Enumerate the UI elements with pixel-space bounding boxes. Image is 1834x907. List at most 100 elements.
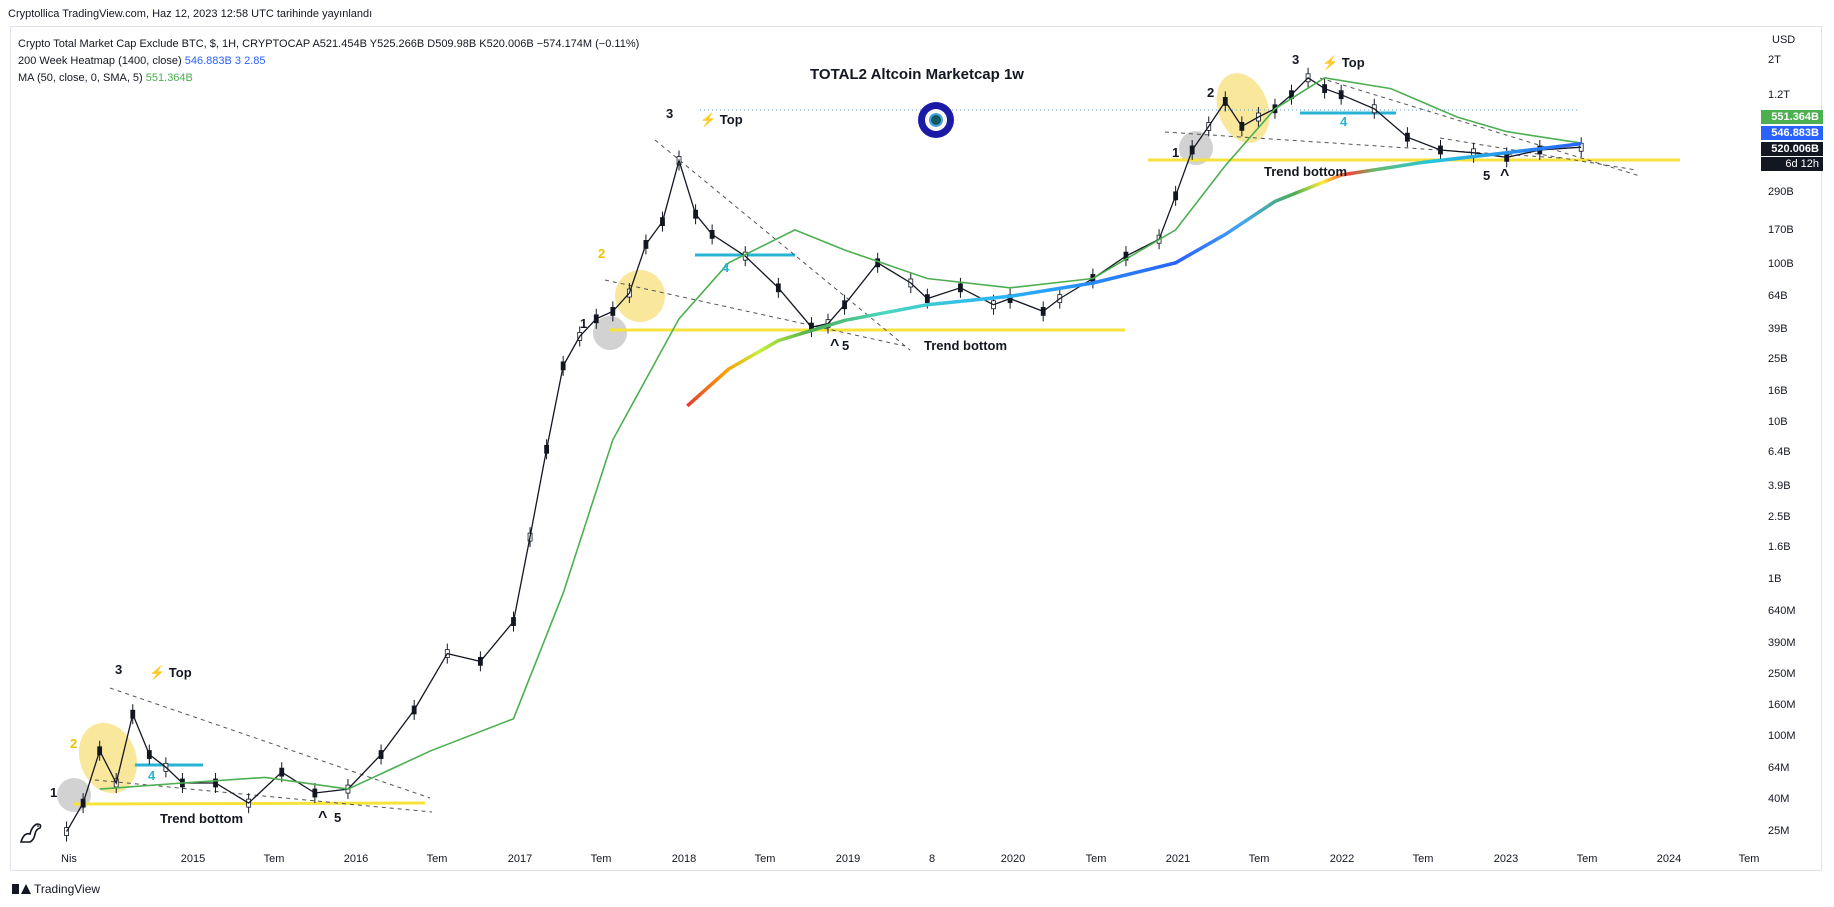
trendline-dashed [604, 279, 906, 347]
y-tick-label: 160M [1768, 699, 1796, 711]
legend-ma[interactable]: MA (50, close, 0, SMA, 5) 551.364B [18, 70, 639, 87]
x-tick-label: 2021 [1166, 853, 1190, 865]
wave2-highlight [615, 270, 665, 322]
wave4-label: 4 [722, 260, 730, 275]
price-series-line [66, 76, 1582, 832]
legend-main-series[interactable]: Crypto Total Market Cap Exclude BTC, $, … [18, 38, 640, 50]
caret-marker: ^ [830, 337, 839, 354]
y-tick-label: 290B [1768, 186, 1794, 198]
wave2-label: 2 [70, 736, 77, 751]
wave3-label: 3 [115, 662, 122, 677]
y-tick-label: 250M [1768, 668, 1796, 680]
top-label: ⚡ Top [1322, 55, 1365, 71]
chart-frame [10, 26, 1822, 871]
legend-heatmap-extra: 3 2.85 [234, 55, 266, 67]
x-tick-label: Tem [1577, 853, 1598, 865]
y-tick-label: 100M [1768, 730, 1796, 742]
legend-heatmap[interactable]: 200 Week Heatmap (1400, close) 546.883B … [18, 53, 639, 70]
x-tick-label: 2022 [1330, 853, 1354, 865]
legend-heatmap-label: 200 Week Heatmap (1400, close) [18, 55, 182, 67]
wave1-label: 1 [1172, 145, 1179, 160]
x-tick-label: 2023 [1494, 853, 1518, 865]
y-tick-label: 2.5B [1768, 511, 1791, 523]
legend-ma-label: MA (50, close, 0, SMA, 5) [18, 72, 143, 84]
wave5-label: 5 [1483, 168, 1490, 183]
top-label: ⚡ Top [700, 112, 743, 128]
dinosaur-icon [19, 823, 42, 843]
trend-bottom-label: Trend bottom [160, 811, 243, 826]
wave2-label: 2 [598, 246, 605, 261]
y-tick-label: 640M [1768, 605, 1796, 617]
footer-brand[interactable]: TradingView [34, 882, 101, 896]
y-tick-label: 170B [1768, 224, 1794, 236]
bar-countdown-badge: 6d 12h [1761, 157, 1823, 171]
wave3-label: 3 [1292, 52, 1299, 67]
chart-title: TOTAL2 Altcoin Marketcap 1w [810, 66, 1024, 83]
x-tick-label: Tem [427, 853, 448, 865]
y-tick-label: 1.6B [1768, 541, 1791, 553]
current-price-badge: 520.006B [1761, 142, 1823, 156]
y-tick-label: 10B [1768, 416, 1788, 428]
x-tick-label: Tem [591, 853, 612, 865]
y-tick-label: 1B [1768, 573, 1781, 585]
y-tick-label: 64M [1768, 762, 1789, 774]
x-tick-label: 2020 [1001, 853, 1025, 865]
wave5-label: 5 [842, 338, 849, 353]
chart-legend: Crypto Total Market Cap Exclude BTC, $, … [18, 36, 639, 87]
wave1-marker [593, 316, 627, 350]
trend-bottom-label: Trend bottom [924, 338, 1007, 353]
heatmap-price-badge: 546.883B [1761, 126, 1823, 140]
heatmap-series-line [686, 141, 1582, 408]
wave3-label: 3 [666, 106, 673, 121]
x-tick-label: Tem [1739, 853, 1760, 865]
x-tick-label: Nis [61, 853, 77, 865]
trend-bottom-label: Trend bottom [1264, 164, 1347, 179]
x-tick-label: 2024 [1657, 853, 1681, 865]
y-tick-label: 1.2T [1768, 89, 1790, 101]
x-tick-label: 2019 [836, 853, 860, 865]
caret-marker: ^ [1500, 167, 1509, 184]
legend-ma-value: 551.364B [145, 72, 193, 84]
x-tick-label: Tem [755, 853, 776, 865]
wave2-highlight [78, 722, 138, 794]
y-tick-label: 25B [1768, 353, 1788, 365]
x-tick-label: Tem [1413, 853, 1434, 865]
wave2-highlight [1216, 73, 1270, 143]
x-tick-label: 2015 [181, 853, 205, 865]
y-tick-label: 6.4B [1768, 446, 1791, 458]
legend-heatmap-value: 546.883B [184, 55, 232, 67]
y-tick-label: 2T [1768, 54, 1781, 66]
wave1-label: 1 [580, 316, 587, 331]
y-tick-label: 100B [1768, 258, 1794, 270]
x-tick-label: 8 [929, 853, 935, 865]
y-tick-label: 25M [1768, 825, 1789, 837]
caret-marker: ^ [318, 809, 327, 826]
wave1-marker [1179, 131, 1213, 165]
ma-series-line [99, 76, 1582, 790]
top-label: ⚡ Top [149, 665, 192, 681]
y-tick-label: 390M [1768, 637, 1796, 649]
trendline-dashed [654, 139, 911, 351]
y-tick-label: 40M [1768, 793, 1789, 805]
x-tick-label: 2018 [672, 853, 696, 865]
publish-info: Cryptollica TradingView.com, Haz 12, 202… [8, 8, 373, 20]
y-tick-label: 16B [1768, 385, 1788, 397]
trendline-dashed [109, 687, 431, 799]
trendline-dashed [94, 779, 433, 813]
y-tick-label: 64B [1768, 290, 1788, 302]
x-tick-label: 2016 [344, 853, 368, 865]
tradingview-logo-icon [12, 884, 31, 894]
wave4-label: 4 [148, 768, 156, 783]
x-tick-label: 2017 [508, 853, 532, 865]
x-tick-label: Tem [1086, 853, 1107, 865]
evil-eye-icon [918, 102, 954, 138]
ma-price-badge: 551.364B [1761, 110, 1823, 124]
y-tick-label: 3.9B [1768, 480, 1791, 492]
x-tick-label: Tem [264, 853, 285, 865]
footer: TradingView [12, 882, 100, 896]
wave2-label: 2 [1207, 85, 1214, 100]
wave4-label: 4 [1340, 114, 1348, 129]
wave5-label: 5 [334, 810, 341, 825]
currency-label[interactable]: USD [1772, 34, 1796, 46]
